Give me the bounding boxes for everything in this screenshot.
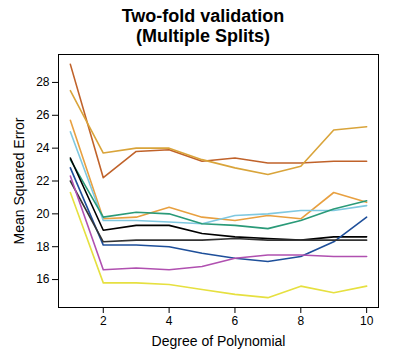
html-text:Two-fold validation: Two-fold validation <box>121 6 285 26</box>
svg-text:6: 6 <box>232 314 239 328</box>
svg-text:8: 8 <box>297 314 304 328</box>
svg-text:16: 16 <box>36 272 50 286</box>
svg-text:20: 20 <box>36 207 50 221</box>
svg-text:2: 2 <box>100 314 107 328</box>
svg-text:18: 18 <box>36 240 50 254</box>
svg-text:4: 4 <box>166 314 173 328</box>
svg-text:Mean Squared Error: Mean Squared Error <box>11 117 27 244</box>
svg-text:Degree of Polynomial: Degree of Polynomial <box>152 333 286 349</box>
svg-text:28: 28 <box>36 75 50 89</box>
svg-text:22: 22 <box>36 174 50 188</box>
html-text:(Multiple Splits): (Multiple Splits) <box>136 26 270 46</box>
svg-text:24: 24 <box>36 141 50 155</box>
svg-text:26: 26 <box>36 108 50 122</box>
svg-text:10: 10 <box>360 314 374 328</box>
